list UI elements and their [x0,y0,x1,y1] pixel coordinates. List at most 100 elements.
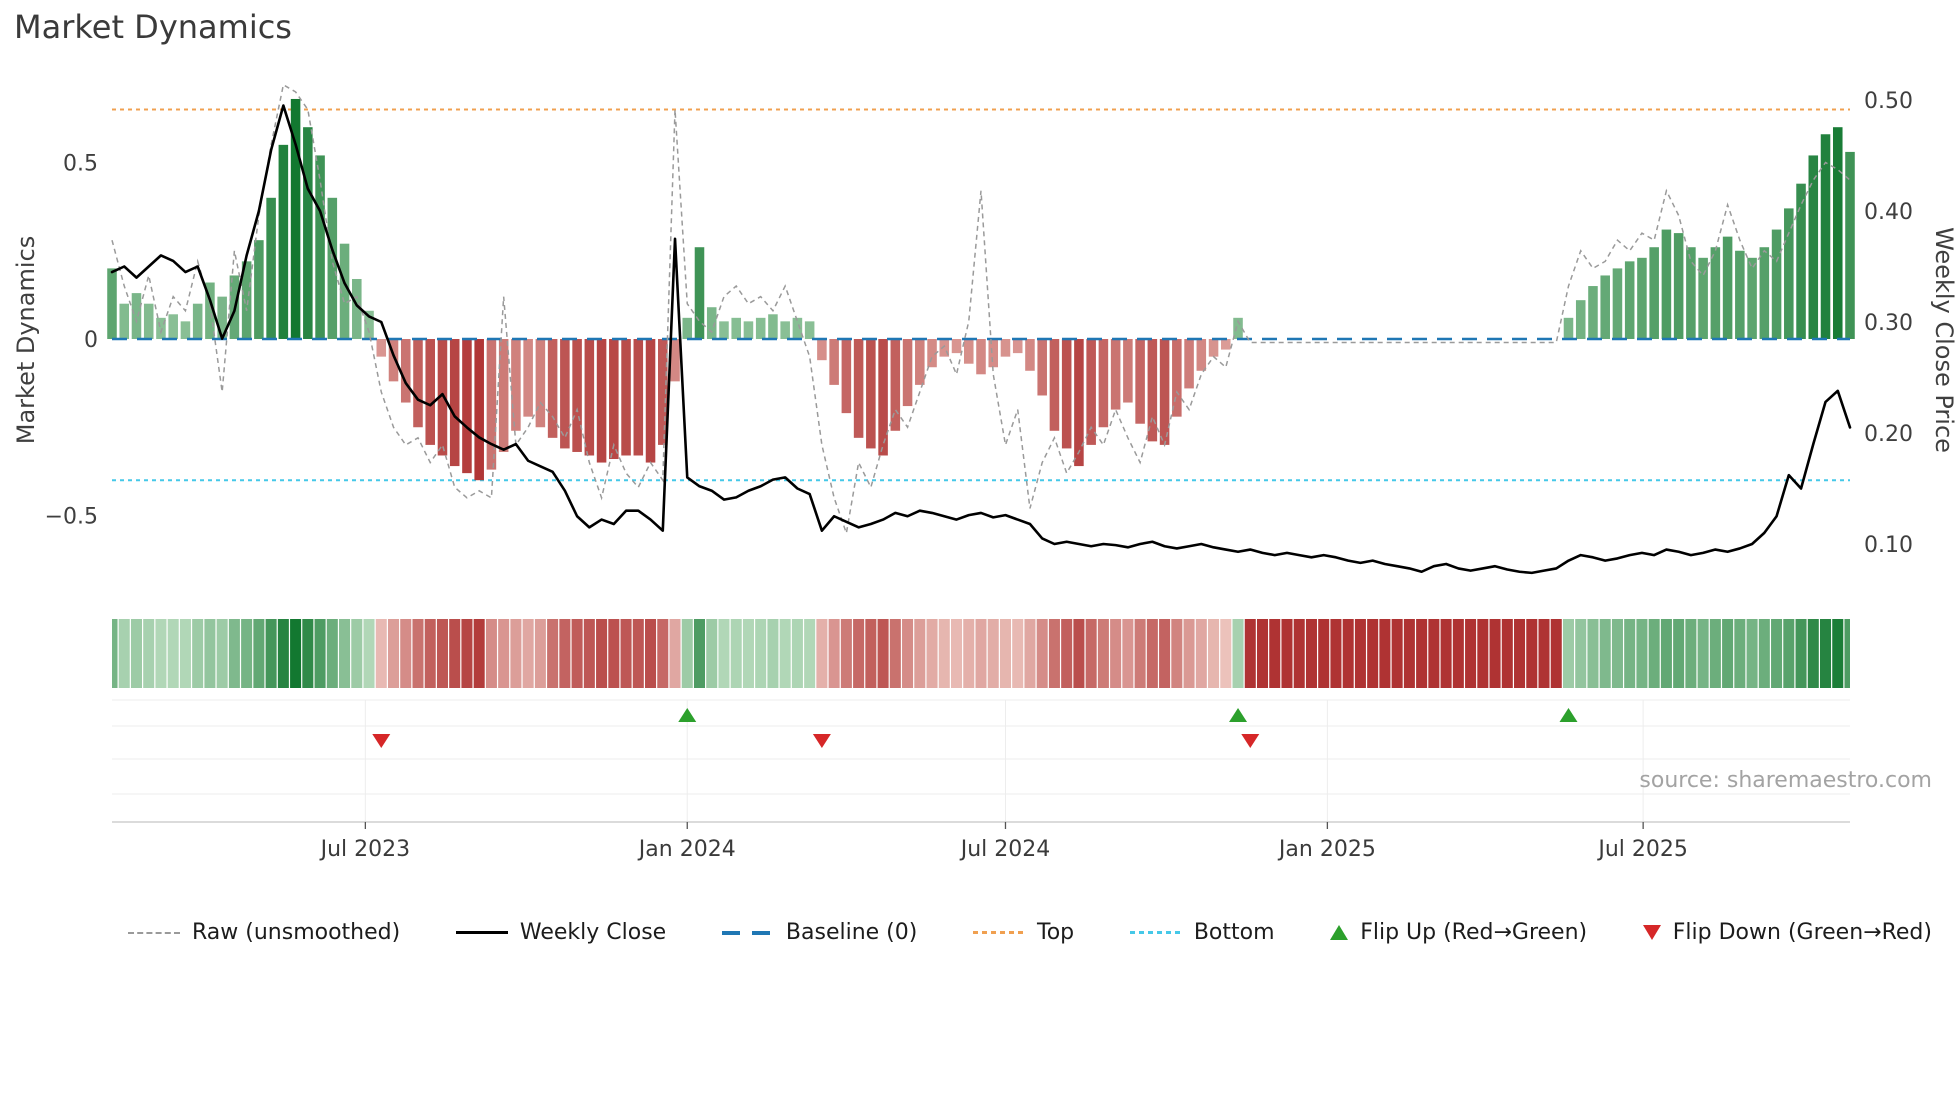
osc-bar [486,339,497,470]
left-axis-label: Market Dynamics [12,235,40,445]
legend-label-baseline: Baseline (0) [785,920,918,945]
heat-cell [1061,619,1073,688]
legend-label-flip-up: Flip Up (Red→Green) [1360,920,1588,945]
osc-bar [658,339,668,445]
heat-cell [1501,619,1513,688]
osc-bar [462,339,472,474]
osc-bar [1575,300,1586,339]
osc-bar [143,303,154,339]
heat-cell [902,619,914,688]
heat-cell [412,619,424,688]
legend: Raw (unsmoothed) Weekly Close Baseline (… [128,920,1932,945]
osc-bar [1233,317,1243,339]
heat-cell [253,619,265,688]
heat-cell [1832,619,1844,688]
heat-cell [1660,619,1672,688]
osc-bar [706,307,717,339]
heat-cell [277,619,289,688]
heat-cell [1648,619,1660,688]
heat-cell [1734,619,1746,688]
osc-bar [1135,339,1145,424]
heat-cell [1611,619,1623,688]
osc-bar [1147,339,1158,442]
osc-bar [694,247,705,339]
heat-cell [1293,619,1305,688]
right-tick-label: 0.10 [1864,533,1913,558]
right-tick-label: 0.20 [1864,422,1913,447]
osc-bar [241,261,252,339]
heat-cell [1587,619,1599,688]
reference-lines [112,108,1850,482]
osc-bar [1600,275,1610,339]
heat-cell [608,619,620,688]
heat-cell [755,619,767,688]
legend-label-weekly-close: Weekly Close [519,920,667,945]
heat-cell [1036,619,1048,688]
heat-cell [804,619,816,688]
heat-cell [314,619,326,688]
osc-bar [853,339,864,438]
x-tick-label: Jul 2025 [1596,837,1688,862]
heat-cell [1195,619,1207,688]
heat-cell [669,619,681,688]
osc-bar [645,339,656,463]
heat-cell [1428,619,1440,688]
heat-cell [1820,619,1832,688]
raw-line-swatch [128,931,180,934]
legend-item-flip-up: Flip Up (Red→Green) [1330,920,1587,945]
flip-up-marker [678,708,697,722]
osc-bar [119,303,130,339]
legend-item-baseline: Baseline (0) [721,920,918,945]
osc-bar [1159,339,1170,445]
osc-bar [829,339,839,385]
osc-bar [131,293,142,339]
osc-bar [547,339,558,438]
heat-cell [681,619,693,688]
x-tick-label: Jan 2025 [1277,837,1376,862]
legend-item-top: Top [973,920,1074,945]
heat-cell [571,619,583,688]
heat-cell [228,619,240,688]
osc-bar [1172,339,1182,417]
flip-up-marker [1229,708,1248,722]
flip-down-icon [1642,925,1661,940]
osc-bar [315,155,325,339]
heat-cell [1465,619,1477,688]
heat-cell [657,619,669,688]
osc-bar [290,98,301,340]
heat-cell [1514,619,1526,688]
osc-bar [1208,339,1219,357]
osc-bar [388,339,399,382]
heat-cell [1538,619,1550,688]
heat-cell [1477,619,1489,688]
osc-bar [1612,268,1623,339]
osc-bar [1061,339,1072,449]
osc-bar [205,282,215,339]
heat-cell [192,619,204,688]
heat-cell [1673,619,1685,688]
flip-down-marker [812,734,831,748]
osc-bar [1832,127,1843,339]
lower-panel-grid [112,699,1850,823]
osc-bar [437,339,448,456]
osc-bar [902,339,913,407]
osc-bar [1710,247,1721,339]
x-tick-label: Jan 2024 [637,837,736,862]
heat-cell [840,619,852,688]
heat-cell [1342,619,1354,688]
heat-cell [632,619,644,688]
weekly-close-line [110,104,1852,575]
heat-cell [1085,619,1097,688]
heat-cell [767,619,779,688]
heat-cell [742,619,754,688]
heat-cell [1354,619,1366,688]
osc-bar [572,339,582,452]
osc-bar [1098,339,1109,428]
right-axis-label: Weekly Close Price [1930,227,1958,453]
osc-bar [327,197,338,339]
heat-cell [1550,619,1562,688]
heat-cell [1305,619,1317,688]
osc-bar [1771,229,1782,339]
heat-cell [1012,619,1024,688]
heatmap-strip [112,619,1850,688]
